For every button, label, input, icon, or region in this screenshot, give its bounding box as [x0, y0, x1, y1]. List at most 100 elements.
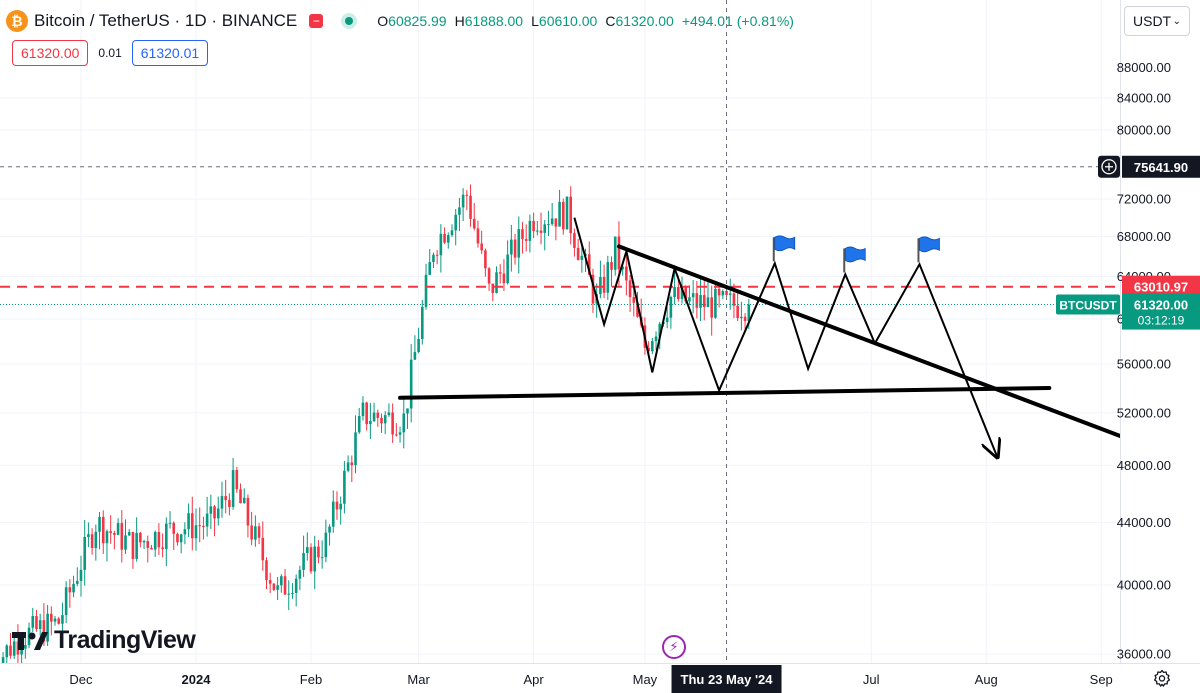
candle-body: [543, 224, 547, 233]
y-tick-label: 72000.00: [1117, 192, 1171, 207]
candle-body: [617, 236, 621, 270]
candle-body: [294, 578, 298, 593]
candle-body: [665, 317, 669, 323]
candle-body: [465, 194, 469, 196]
y-tick-label: 36000.00: [1117, 647, 1171, 662]
candle-body: [239, 489, 242, 504]
candle-body: [372, 412, 376, 422]
candle-body: [16, 641, 20, 655]
add-alert-icon[interactable]: [1098, 155, 1120, 178]
candle-body: [454, 214, 457, 231]
svg-text:BTCUSDT: BTCUSDT: [1059, 299, 1117, 313]
candle-body: [673, 287, 676, 297]
currency-select[interactable]: USDT ⌄: [1124, 6, 1190, 36]
candle-body: [387, 412, 391, 416]
candle-body: [402, 413, 406, 433]
candle-body: [554, 218, 558, 227]
candle-body: [324, 532, 328, 558]
buy-button[interactable]: 61320.01: [131, 40, 209, 66]
candle-body: [350, 462, 354, 466]
candle-body: [491, 283, 495, 293]
x-tick-label: Dec: [69, 672, 93, 687]
candle-body: [231, 470, 235, 507]
candle-body: [328, 526, 331, 533]
candle-body: [513, 239, 517, 258]
time-axis-panel[interactable]: [0, 663, 1200, 693]
candle-body: [536, 230, 539, 232]
candle-body: [257, 526, 261, 538]
candle-body: [710, 297, 713, 318]
candle-body: [298, 569, 302, 579]
support-trendline[interactable]: [398, 386, 1052, 400]
candle-body: [335, 501, 339, 510]
x-tick-label: Apr: [523, 672, 544, 687]
candle-body: [317, 546, 320, 558]
drawing-layer[interactable]: [398, 217, 1126, 458]
candle-body: [120, 523, 124, 550]
flag-icon[interactable]: [843, 246, 866, 273]
candle-body: [75, 580, 79, 584]
candle-body: [165, 523, 168, 550]
candle-body: [94, 531, 98, 549]
x-tick-label: May: [633, 672, 658, 687]
candle-body: [565, 196, 569, 230]
bitcoin-icon: ₿: [6, 10, 28, 32]
spread-value: 0.01: [98, 46, 122, 60]
candle-body: [228, 500, 231, 507]
candle-body: [569, 196, 573, 234]
y-tick-label: 68000.00: [1117, 229, 1171, 244]
alert-price-label: 63010.97: [1122, 275, 1200, 298]
candle-body: [695, 293, 699, 308]
candle-body: [131, 532, 135, 559]
flag-icon[interactable]: [772, 235, 796, 262]
candle-body: [613, 236, 617, 270]
candle-body: [265, 560, 268, 581]
candle-body: [283, 576, 287, 595]
tradingview-logo-text: TradingView: [54, 626, 196, 654]
candle-body: [5, 645, 9, 658]
candle-body: [524, 239, 528, 241]
candle-body: [587, 254, 591, 275]
gear-icon[interactable]: [1153, 669, 1171, 687]
candle-body: [146, 541, 150, 548]
candle-body: [576, 247, 580, 260]
candle-body: [691, 293, 695, 298]
candle-body: [599, 277, 602, 295]
candle-body: [658, 323, 662, 337]
candle-body: [714, 288, 717, 318]
projection-path[interactable]: [573, 217, 997, 458]
resistance-trendline[interactable]: [616, 244, 1126, 440]
candle-body: [87, 534, 90, 537]
y-tick-label: 48000.00: [1117, 458, 1171, 473]
candle-body: [521, 229, 524, 240]
lightning-icon[interactable]: ⚡: [662, 635, 686, 659]
candle-body: [176, 533, 179, 543]
flag-icon[interactable]: [917, 236, 940, 263]
sell-button[interactable]: 61320.00: [12, 40, 89, 66]
candle-body: [383, 415, 387, 424]
candle-body: [725, 291, 728, 295]
candle-body: [651, 341, 654, 352]
svg-text:75641.90: 75641.90: [1134, 160, 1188, 175]
symbol-title[interactable]: Bitcoin / TetherUS · 1D · BINANCE: [34, 11, 298, 30]
x-tick-label: Mar: [407, 672, 430, 687]
candle-body: [636, 302, 639, 317]
candle-body: [331, 501, 335, 527]
candle-body: [550, 218, 554, 225]
price-axis-panel[interactable]: [1121, 0, 1200, 693]
candle-body: [728, 293, 732, 295]
flag-button[interactable]: −: [309, 14, 324, 28]
x-tick-label: Sep: [1090, 672, 1113, 687]
candle-body: [268, 580, 272, 584]
candle-body: [602, 277, 606, 293]
candle-body: [432, 254, 435, 263]
candle-body: [202, 525, 205, 527]
candle-body: [216, 508, 220, 519]
crosshair-price-label: 75641.90: [1122, 155, 1200, 178]
candle-body: [72, 583, 75, 593]
tradingview-logo[interactable]: TradingView: [12, 626, 196, 655]
candle-body: [461, 194, 465, 208]
candle-body: [365, 402, 368, 425]
